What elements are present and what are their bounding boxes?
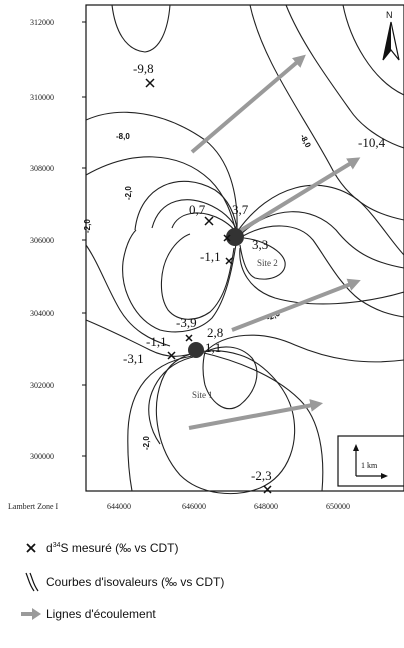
legend-flow: Lignes d'écoulement (18, 604, 156, 624)
contour-label: -2,0 (83, 219, 92, 233)
sample-value: 3,7 (232, 202, 249, 217)
y-tick-label: 312000 (30, 18, 54, 27)
north-label: N (386, 10, 393, 20)
scale-bar: 1 km (337, 435, 404, 487)
contour-line (236, 184, 404, 256)
contour-line (199, 351, 324, 492)
site-marker (226, 228, 244, 246)
contour-line (242, 225, 404, 318)
x-tick-label: 650000 (326, 502, 350, 511)
sample-point-x (145, 78, 155, 88)
contour-line (202, 346, 258, 410)
cross-icon (18, 542, 44, 554)
contour-line (249, 4, 404, 221)
sample-value: -3,9 (176, 315, 197, 330)
contour-line (85, 319, 199, 357)
contour-line (155, 350, 296, 495)
scale-box (337, 435, 404, 487)
sample-value: 0,7 (189, 202, 206, 217)
sample-value: 1,1 (205, 340, 221, 355)
x-tick-label: 648000 (254, 502, 278, 511)
contour-line (134, 180, 239, 236)
sample-value: -1,1 (146, 334, 167, 349)
sites: Site 2 Site 1 (188, 228, 278, 400)
contour-line (85, 244, 171, 347)
contour-line (160, 233, 235, 320)
site-label: Site 2 (257, 258, 278, 268)
x-tick-label: 646000 (182, 502, 206, 511)
sample-value: -1,1 (200, 249, 221, 264)
y-tick-label: 300000 (30, 452, 54, 461)
flow-lines (188, 54, 361, 430)
contour-line (122, 229, 237, 333)
y-tick-label: 310000 (30, 93, 54, 102)
site-marker (188, 342, 204, 358)
y-tick-label: 308000 (30, 164, 54, 173)
contour-line (240, 211, 404, 269)
y-axis: 312000 310000 308000 306000 304000 30200… (30, 18, 86, 461)
sample-point-x (263, 485, 272, 494)
sample-value: 2,8 (207, 325, 223, 340)
flow-arrow (190, 54, 306, 154)
sample-point-x (185, 334, 193, 342)
north-arrow-fill-icon (383, 22, 391, 60)
contour-line (111, 4, 171, 53)
sample-values: -9,8 -10,4 0,7 3,7 -1,1 3,3 -3,9 -1,1 -3… (123, 61, 386, 483)
contour-line (148, 355, 199, 445)
x-axis: Lambert Zone I 644000 646000 648000 6500… (8, 502, 350, 511)
contour-line (342, 4, 404, 96)
x-tick-label: 644000 (107, 502, 131, 511)
flow-arrow (188, 399, 324, 430)
sample-value: -9,8 (133, 61, 154, 76)
contour-line (151, 199, 240, 237)
sample-point-x (204, 216, 214, 226)
sample-point-x (167, 351, 176, 360)
flow-arrow (231, 278, 361, 332)
sample-point-x (223, 234, 231, 242)
contour-line (285, 4, 404, 149)
legend-measured-text: S mesuré (‰ vs CDT) (60, 541, 179, 555)
isoline-icon (18, 572, 44, 592)
contour-line (239, 237, 286, 280)
y-tick-label: 306000 (30, 236, 54, 245)
sample-value: -10,4 (358, 135, 386, 150)
isovalue-map: 312000 310000 308000 306000 304000 30200… (8, 4, 404, 511)
legend-flow-label: Lignes d'écoulement (46, 607, 156, 621)
map-frame (85, 4, 404, 492)
legend-measured-label: d34S mesuré (‰ vs CDT) (46, 541, 179, 555)
contour-label: -2,0 (124, 186, 133, 200)
legend-measured-sup: 34 (52, 542, 61, 549)
sample-point-x (225, 257, 233, 265)
contour-line (127, 354, 201, 492)
y-tick-label: 302000 (30, 381, 54, 390)
sample-value: -3,1 (123, 351, 144, 366)
flow-arrow (236, 157, 361, 234)
scale-arrow-icon (353, 444, 359, 451)
scale-arrow-icon (381, 473, 388, 479)
scale-label: 1 km (361, 461, 378, 470)
north-arrow: N (382, 10, 400, 61)
sample-points (145, 78, 272, 494)
contour-line (85, 156, 237, 233)
legend-isolines: Courbes d'isovaleurs (‰ vs CDT) (18, 572, 224, 592)
contour-label: -2,0 (142, 436, 151, 450)
flow-arrow-icon (18, 607, 44, 621)
sample-value: 3,3 (252, 237, 268, 252)
contour-line (239, 247, 404, 305)
projection-label: Lambert Zone I (8, 502, 59, 511)
y-tick-label: 304000 (30, 309, 54, 318)
legend-measured-prefix: d (46, 541, 53, 555)
site-label: Site 1 (192, 390, 213, 400)
sample-value: -2,3 (251, 468, 272, 483)
legend-measured: d34S mesuré (‰ vs CDT) (18, 538, 179, 558)
contour-line (204, 334, 404, 363)
contour-label: -8,0 (116, 132, 130, 141)
legend-isolines-label: Courbes d'isovaleurs (‰ vs CDT) (46, 575, 225, 589)
